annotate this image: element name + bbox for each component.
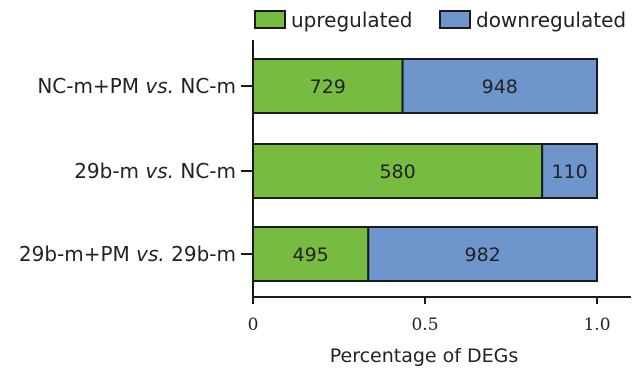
data-label-downregulated-1: 948 (482, 76, 518, 98)
x-tick-label-3: 1.0 (583, 315, 610, 335)
category-label-part: NC-m (174, 159, 236, 183)
category-label-3: 29b-m+PM vs. 29b-m (19, 242, 236, 266)
bars: 729 948 580 110 495 982 (253, 59, 597, 281)
legend-downregulated-swatch (440, 11, 470, 28)
category-label-part: 29b-m (165, 242, 236, 266)
data-label-upregulated-1: 729 (310, 76, 346, 98)
legend: upregulated downregulated (255, 8, 626, 32)
category-label-1: NC-m+PM vs. NC-m (37, 74, 236, 98)
category-label-vs: vs. (145, 74, 174, 98)
data-label-downregulated-3: 982 (465, 244, 501, 266)
data-label-upregulated-2: 580 (379, 161, 415, 183)
category-label-part: 29b-m+PM (19, 242, 136, 266)
x-tick-label-1: 0 (248, 315, 259, 335)
legend-upregulated-swatch (255, 11, 285, 28)
x-axis-title: Percentage of DEGs (330, 345, 519, 367)
legend-downregulated-label: downregulated (476, 8, 626, 32)
category-label-vs: vs. (145, 159, 174, 183)
category-label-2: 29b-m vs. NC-m (74, 159, 236, 183)
data-label-upregulated-3: 495 (293, 244, 329, 266)
legend-upregulated-label: upregulated (291, 8, 412, 32)
legend-downregulated: downregulated (440, 8, 626, 32)
category-label-vs: vs. (136, 242, 165, 266)
data-label-downregulated-2: 110 (551, 161, 587, 183)
category-label-part: NC-m+PM (37, 74, 145, 98)
category-label-part: NC-m (174, 74, 236, 98)
x-tick-label-2: 0.5 (411, 315, 438, 335)
category-label-part: 29b-m (74, 159, 145, 183)
legend-upregulated: upregulated (255, 8, 412, 32)
